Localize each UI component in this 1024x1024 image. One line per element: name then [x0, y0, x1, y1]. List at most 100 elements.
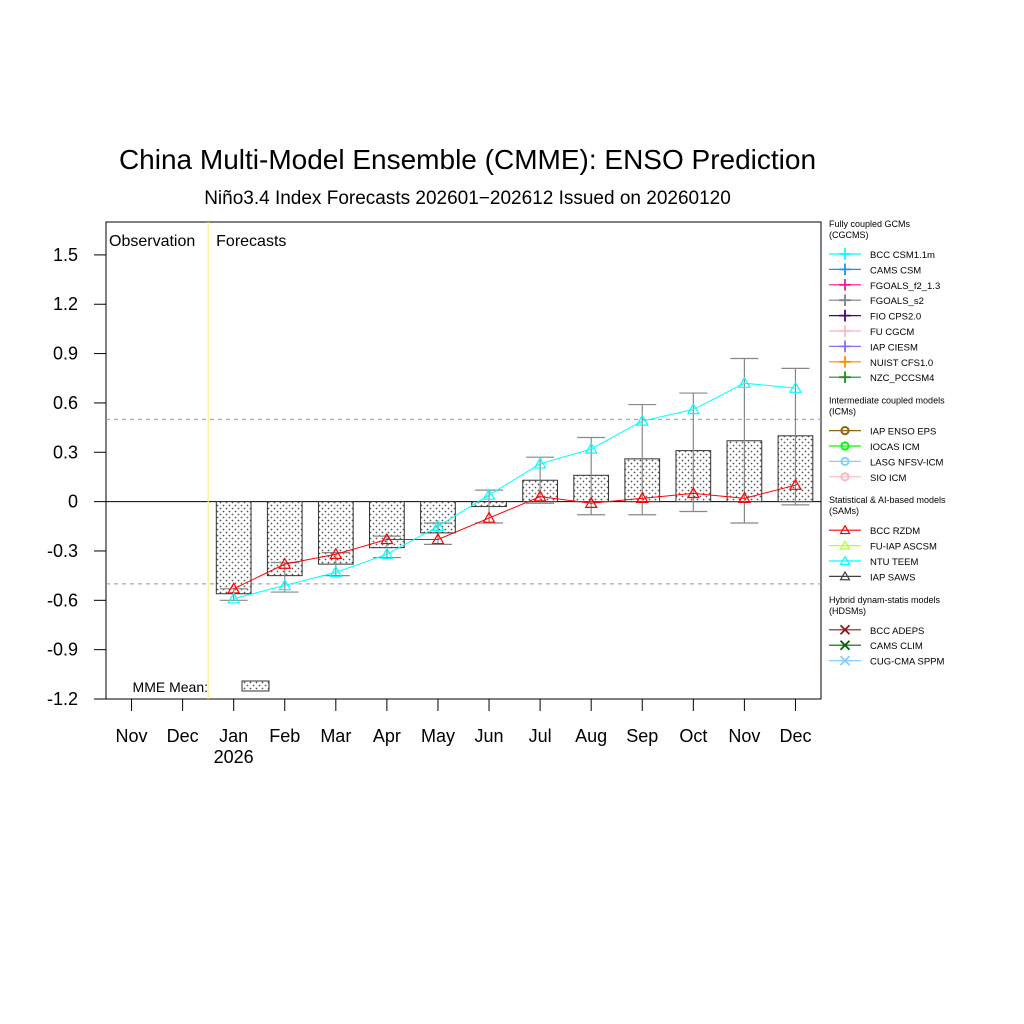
- error-bar: [628, 403, 657, 516]
- legend-group-title: (CGCMS): [829, 230, 869, 240]
- legend-group-title: Hybrid dynam-statis models: [829, 595, 941, 605]
- series-point-ntu-teem: [533, 457, 547, 469]
- legend-label-fgoals-s2: FGOALS_s2: [870, 296, 924, 307]
- legend-group-title: Statistical & AI-based models: [829, 495, 946, 505]
- legend-marker-bcc-adeps: [839, 624, 851, 635]
- series-point-bcc-rzdm: [380, 532, 394, 545]
- series-point-bcc-rzdm: [635, 491, 649, 504]
- legend-label-cams-csm: CAMS CSM: [870, 265, 921, 276]
- y-tick-label: -0.6: [47, 590, 78, 610]
- legend-label-bcc-adeps: BCC ADEPS: [870, 626, 924, 637]
- legend-group-title: (SAMs): [829, 506, 859, 516]
- series-point-ntu-teem: [380, 547, 394, 559]
- legend-marker-nzc-pccsm4: [839, 371, 851, 384]
- y-tick-label: 0.9: [53, 344, 78, 364]
- x-tick-label: Nov: [116, 726, 148, 746]
- mme-legend-swatch: [241, 680, 270, 692]
- legend-label-iap-saws: IAP SAWS: [870, 572, 915, 583]
- series-line-bcc-rzdm: [233, 484, 796, 590]
- legend-marker-bcc-csm1-1m: [839, 248, 851, 260]
- series-point-ntu-teem: [278, 578, 292, 591]
- legend-marker-cams-csm: [839, 263, 851, 276]
- series-point-ntu-teem: [635, 414, 649, 426]
- x-tick-label: Jan: [219, 726, 248, 746]
- x-tick-label: Dec: [167, 726, 199, 746]
- x-tick-label: Sep: [626, 726, 658, 746]
- legend-label-iap-enso-eps: IAP ENSO EPS: [870, 427, 936, 438]
- error-bar: [679, 392, 708, 513]
- legend-label-cams-clim: CAMS CLIM: [870, 641, 923, 652]
- series-point-ntu-teem: [431, 519, 445, 532]
- legend-label-iocas-icm: IOCAS ICM: [870, 442, 920, 453]
- series-point-bcc-rzdm: [584, 496, 598, 508]
- legend-marker-cams-clim: [839, 640, 851, 651]
- error-bar: [730, 357, 759, 524]
- plot-frame: [105, 221, 822, 700]
- x-tick-label: Mar: [320, 726, 351, 746]
- y-tick-label: 0: [68, 492, 78, 512]
- legend-marker-lasg-nfsv-icm: [840, 456, 850, 466]
- x-tick-label: Nov: [728, 726, 760, 746]
- series-point-bcc-rzdm: [431, 532, 445, 545]
- legend-label-fgoals-f2-1-3: FGOALS_f2_1.3: [870, 281, 940, 292]
- series-point-ntu-teem: [788, 381, 802, 393]
- y-tick-label: -0.3: [47, 541, 78, 561]
- series-point-bcc-rzdm: [482, 511, 496, 523]
- x-tick-label: Jul: [529, 726, 552, 746]
- series-point-ntu-teem: [482, 488, 496, 500]
- y-tick-label: 0.6: [53, 393, 78, 413]
- y-tick-label: -0.9: [47, 640, 78, 660]
- legend-group-title: Intermediate coupled models: [829, 396, 945, 406]
- legend-marker-bcc-rzdm: [839, 524, 851, 535]
- chart-subtitle: Niño3.4 Index Forecasts 202601−202612 Is…: [204, 188, 731, 209]
- legend-marker-nuist-cfs1-0: [839, 355, 851, 368]
- x-tick-label: Apr: [373, 726, 401, 746]
- error-bar: [321, 552, 350, 577]
- mme-mean-bar: [215, 501, 252, 595]
- error-bar: [577, 436, 606, 516]
- chart-title: China Multi-Model Ensemble (CMME): ENSO …: [118, 144, 817, 175]
- x-tick-label: Oct: [679, 726, 707, 746]
- series-point-bcc-rzdm: [533, 489, 547, 502]
- y-tick-label: 1.5: [53, 245, 78, 265]
- series-point-bcc-rzdm: [737, 491, 751, 504]
- legend-group-title: (ICMs): [829, 407, 856, 417]
- x-tick-label: May: [421, 726, 455, 746]
- legend-marker-iocas-icm: [840, 441, 850, 451]
- legend-marker-fu-iap-ascsm: [839, 539, 851, 550]
- legend-label-sio-icm: SIO ICM: [870, 473, 907, 484]
- y-tick-label: 1.2: [53, 294, 78, 314]
- x-year-label: 2026: [214, 747, 254, 767]
- error-bar: [781, 367, 810, 506]
- series-point-bcc-rzdm: [278, 557, 292, 569]
- legend-label-fu-iap-ascsm: FU-IAP ASCSM: [870, 542, 937, 553]
- series-point-bcc-rzdm: [329, 547, 343, 559]
- y-tick-label: 0.3: [53, 442, 78, 462]
- legend-label-lasg-nfsv-icm: LASG NFSV-ICM: [870, 457, 943, 468]
- legend-label-fio-cps2-0: FIO CPS2.0: [870, 312, 921, 323]
- x-tick-label: Feb: [269, 726, 300, 746]
- mme-legend-label: MME Mean:: [133, 679, 208, 695]
- series-point-ntu-teem: [686, 402, 700, 415]
- forecasts-label: Forecasts: [216, 233, 286, 250]
- legend-label-bcc-rzdm: BCC RZDM: [870, 526, 920, 537]
- legend-marker-fio-cps2-0: [839, 309, 851, 322]
- legend-label-iap-ciesm: IAP CIESM: [870, 342, 918, 353]
- legend-marker-sio-icm: [840, 472, 850, 482]
- legend-group-title: (HDSMs): [829, 606, 866, 616]
- x-tick-label: Dec: [779, 726, 811, 746]
- legend-marker-iap-ciesm: [839, 340, 851, 353]
- legend-marker-iap-enso-eps: [840, 426, 850, 436]
- observation-label: Observation: [109, 233, 195, 250]
- legend-marker-iap-saws: [839, 570, 851, 581]
- series-point-ntu-teem: [329, 565, 343, 578]
- x-tick-label: Jun: [475, 726, 504, 746]
- legend-marker-fu-cgcm: [839, 325, 851, 337]
- y-tick-label: -1.2: [47, 689, 78, 709]
- legend-label-bcc-csm1-1m: BCC CSM1.1m: [870, 250, 935, 261]
- series-point-ntu-teem: [737, 376, 751, 388]
- x-tick-label: Aug: [575, 726, 607, 746]
- legend-group-title: Fully coupled GCMs: [829, 219, 911, 229]
- series-point-ntu-teem: [227, 591, 241, 604]
